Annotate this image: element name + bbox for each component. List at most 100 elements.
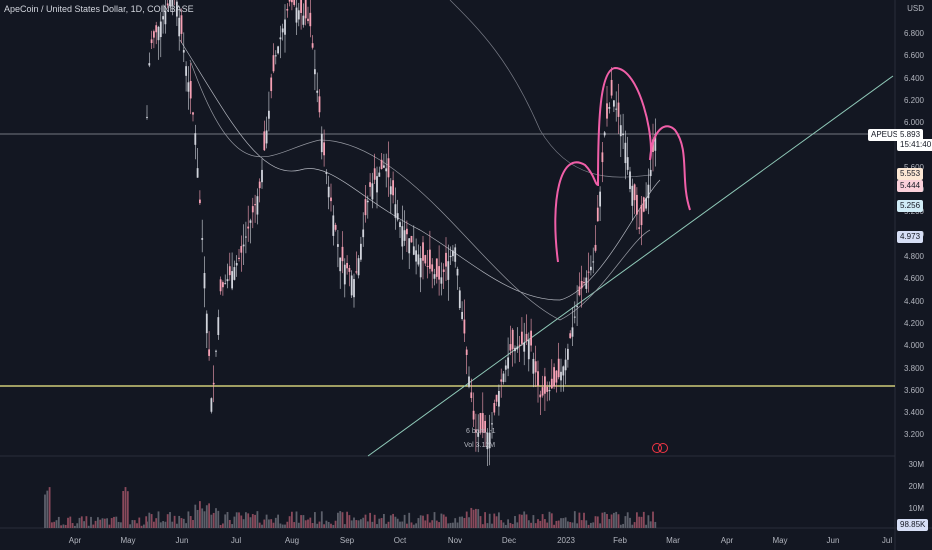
- volume-bar: [106, 518, 108, 528]
- volume-bar: [307, 519, 309, 528]
- volume-bar: [470, 507, 473, 528]
- candle: [311, 43, 314, 48]
- candle: [330, 197, 332, 202]
- candle: [373, 168, 376, 180]
- candle: [323, 142, 325, 156]
- volume-bar: [94, 520, 97, 528]
- price-tick: 3.600: [903, 385, 924, 395]
- candle: [212, 382, 215, 385]
- candle: [325, 172, 328, 174]
- volume-bar: [53, 521, 56, 528]
- last-price-tag: 5.893: [897, 129, 924, 141]
- price-tick: 3.400: [903, 408, 924, 418]
- volume-bar: [150, 514, 153, 528]
- volume-bar: [401, 521, 404, 528]
- candle: [389, 186, 392, 195]
- candle: [633, 184, 636, 201]
- volume-bar: [511, 524, 514, 528]
- candle: [153, 31, 155, 38]
- volume-bar: [164, 521, 167, 528]
- candle: [251, 206, 254, 213]
- volume-bar: [196, 509, 199, 528]
- candle: [645, 198, 647, 209]
- candle: [371, 183, 374, 200]
- candle: [592, 261, 595, 263]
- candle: [461, 311, 463, 319]
- volume-bar: [277, 514, 279, 528]
- volume-bar: [334, 520, 337, 528]
- time-label: Jul: [881, 536, 893, 545]
- volume-bar: [162, 521, 164, 528]
- volume-bar: [550, 513, 553, 528]
- candle: [440, 277, 443, 284]
- price-tick: 4.400: [903, 296, 924, 306]
- candle: [369, 182, 371, 187]
- volume-bar: [270, 519, 273, 528]
- trendline[interactable]: [367, 75, 894, 457]
- candle: [343, 264, 346, 285]
- price-tick: 6.600: [903, 51, 924, 61]
- candle: [567, 348, 569, 360]
- volume-bar: [343, 524, 346, 528]
- candle: [530, 330, 532, 346]
- drawing-head-shoulders[interactable]: [554, 66, 691, 263]
- time-label: May: [120, 536, 136, 545]
- volume-bar: [461, 516, 463, 528]
- volume-bar: [180, 518, 183, 528]
- volume-bar: [527, 520, 530, 528]
- volume-bar: [463, 517, 466, 528]
- volume-bar: [477, 509, 480, 528]
- price-tick: 5.600: [904, 163, 924, 172]
- candle: [626, 157, 629, 170]
- volume-bar: [268, 519, 270, 528]
- candle: [507, 357, 509, 369]
- volume-bar: [509, 522, 512, 528]
- candle: [196, 168, 199, 178]
- candle: [452, 250, 454, 257]
- candle: [488, 432, 491, 449]
- candle: [247, 226, 250, 229]
- candle: [511, 329, 514, 350]
- candle: [587, 271, 590, 273]
- candle: [162, 16, 164, 20]
- volume-bar: [185, 523, 187, 528]
- event-icon[interactable]: [658, 443, 668, 453]
- volume-bar: [212, 512, 215, 528]
- candle: [238, 257, 240, 259]
- candle: [327, 186, 330, 198]
- candle: [500, 379, 503, 382]
- volume-tick: 10M: [908, 504, 924, 513]
- volume-bar: [60, 525, 62, 528]
- candle: [226, 279, 229, 282]
- volume-bar: [472, 509, 475, 528]
- candle: [293, 0, 296, 5]
- volume-bar: [122, 490, 125, 528]
- candle: [304, 0, 307, 19]
- candle: [422, 242, 424, 261]
- volume-bar: [297, 522, 300, 528]
- volume-bar: [256, 511, 259, 528]
- volume-bar: [76, 523, 79, 528]
- volume-bar: [502, 522, 505, 528]
- candle: [557, 358, 560, 378]
- volume-bar: [449, 522, 452, 528]
- candle: [521, 331, 523, 344]
- volume-bar: [406, 523, 408, 528]
- volume-bar: [182, 518, 185, 528]
- volume-bar: [518, 514, 521, 528]
- volume-bar: [546, 522, 549, 528]
- volume-bar: [394, 516, 397, 528]
- time-label: Mar: [666, 536, 680, 545]
- candle: [300, 0, 302, 13]
- volume-bar: [120, 522, 122, 528]
- candle: [348, 267, 351, 272]
- volume-bar: [410, 522, 413, 528]
- volume-bar: [249, 517, 252, 528]
- time-label: May: [772, 536, 788, 545]
- volume-bar: [613, 512, 615, 528]
- volume-bar: [571, 522, 574, 528]
- volume-bar: [217, 510, 220, 528]
- candle: [261, 169, 263, 183]
- volume-bar: [108, 524, 111, 528]
